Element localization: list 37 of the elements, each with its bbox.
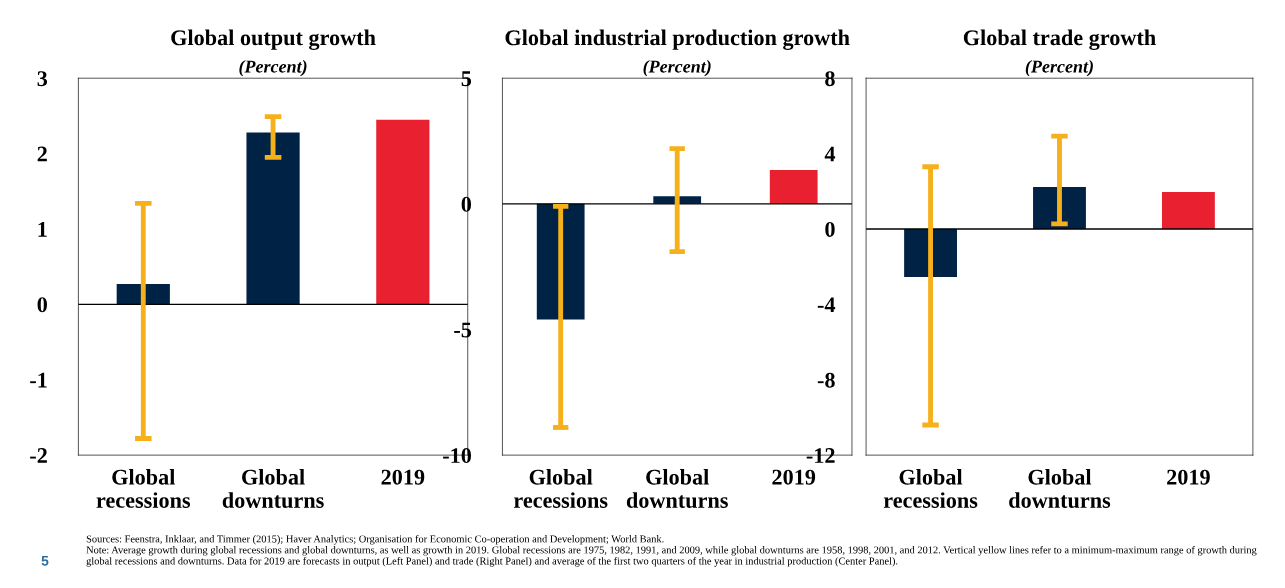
y-tick-label: -8 (817, 372, 835, 388)
y-tick-label: 0 (825, 221, 835, 237)
bar (376, 119, 430, 305)
y-tick-label: 5 (461, 71, 472, 87)
y-tick-label: -5 (454, 322, 472, 338)
y-tick-label: 8 (825, 71, 835, 87)
chart-title: Global output growth (171, 29, 376, 50)
y-tick-label: -12 (806, 448, 835, 463)
bar (1161, 192, 1215, 229)
chart-title: Global industrial production growth (505, 29, 850, 50)
chart-subtitle: (Percent) (643, 59, 711, 77)
x-tick-label: Global recessions (513, 469, 608, 508)
chart-subtitle: (Percent) (1025, 59, 1093, 77)
y-tick-label: 1 (38, 222, 47, 237)
x-tick-label: 2019 (1167, 469, 1210, 485)
y-tick-label: 2 (37, 146, 47, 162)
bar (246, 132, 300, 305)
bar (769, 169, 818, 204)
x-tick-label: Global recessions (96, 469, 191, 508)
y-tick-label: -2 (30, 448, 47, 463)
y-tick-label: 0 (37, 297, 47, 313)
x-tick-label: Global downturns (222, 469, 324, 508)
chart-subtitle: (Percent) (239, 59, 307, 77)
x-tick-label: 2019 (772, 469, 816, 485)
x-tick-label: 2019 (381, 469, 425, 485)
y-tick-label: -10 (443, 448, 472, 464)
source-note: Sources: Feenstra, Inklaar, and Timmer (2015); Haver Analytics; Organisation for Economic Co-operation and Development; World Bank. (86, 535, 664, 545)
x-tick-label: Global downturns (626, 469, 728, 508)
y-tick-label: -4 (817, 297, 836, 313)
y-tick-label: 3 (37, 71, 48, 87)
x-tick-label: Global recessions (883, 469, 978, 508)
text: Note: Average growth during global recessions and global downturns, as well as growth in 2019. Global recessions are 1975, 1982, 1991, and 2009, while global downturns are 1958, 1998, 2001, and 2012. Vertical yellow lines refer to a minimum-maximum range of growth during global recessions and downturns. Data for 2019 are forecasts in output (Left Panel) and trade (Right Panel) and average of the first two quarters of the year in industrial production (Center Panel). (86, 546, 1257, 567)
chart-title: Global trade growth (963, 29, 1156, 50)
y-tick-label: 0 (461, 196, 472, 212)
x-tick-label: Global downturns (1009, 469, 1111, 508)
y-tick-label: 4 (824, 146, 836, 162)
y-tick-label: -1 (30, 372, 47, 388)
